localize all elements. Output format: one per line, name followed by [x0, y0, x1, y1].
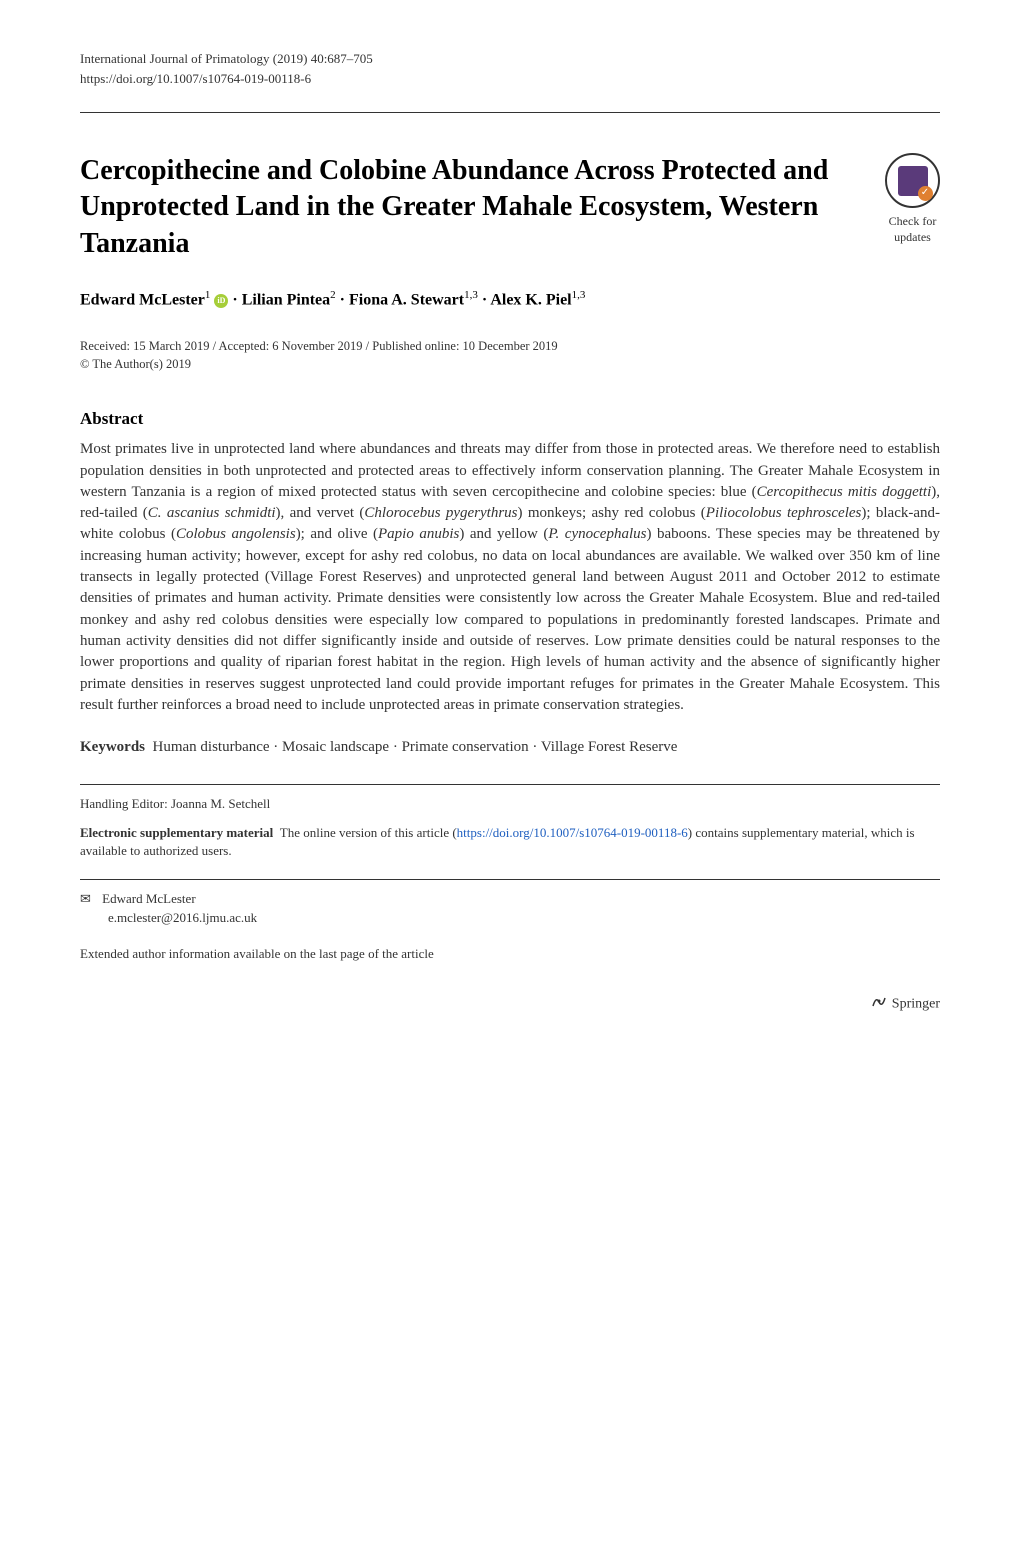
author-4: Alex K. Piel [490, 292, 571, 309]
check-updates-label-2: updates [894, 229, 931, 245]
corresponding-name: Edward McLester [102, 891, 196, 906]
check-updates-icon [885, 153, 940, 208]
supplementary-material: Electronic supplementary material The on… [80, 824, 940, 860]
keywords: Keywords Human disturbance · Mosaic land… [80, 736, 940, 759]
journal-info: International Journal of Primatology (20… [80, 50, 940, 68]
publisher-name: Springer [892, 997, 940, 1012]
supp-text-before: The online version of this article ( [280, 825, 457, 840]
box-divider-top [80, 784, 940, 785]
publication-dates: Received: 15 March 2019 / Accepted: 6 No… [80, 338, 940, 355]
author-2: Lilian Pintea [242, 292, 330, 309]
doi-link[interactable]: https://doi.org/10.1007/s10764-019-00118… [80, 70, 940, 88]
abstract-text: Most primates live in unprotected land w… [80, 439, 940, 716]
supp-label: Electronic supplementary material [80, 825, 273, 840]
springer-logo [870, 992, 888, 1017]
supp-link[interactable]: https://doi.org/10.1007/s10764-019-00118… [457, 825, 688, 840]
article-title: Cercopithecine and Colobine Abundance Ac… [80, 153, 885, 262]
author-1: Edward McLester [80, 292, 205, 309]
envelope-icon: ✉ [80, 890, 91, 908]
keywords-label: Keywords [80, 739, 145, 755]
header-divider [80, 112, 940, 113]
corresponding-email[interactable]: e.mclester@2016.ljmu.ac.uk [108, 909, 940, 927]
handling-editor: Handling Editor: Joanna M. Setchell [80, 795, 940, 813]
check-for-updates-button[interactable]: Check for updates [885, 153, 940, 245]
authors-list: Edward McLester1 · Lilian Pintea2 · Fion… [80, 287, 940, 312]
author-3: Fiona A. Stewart [349, 292, 464, 309]
corresponding-author: ✉ Edward McLester [80, 890, 940, 908]
copyright: © The Author(s) 2019 [80, 356, 940, 373]
orcid-icon[interactable] [214, 294, 228, 308]
box-divider-bottom [80, 879, 940, 880]
keywords-text: Human disturbance · Mosaic landscape · P… [153, 739, 678, 755]
check-updates-label-1: Check for [889, 213, 937, 229]
extended-author-info: Extended author information available on… [80, 945, 940, 963]
footer: Springer [80, 992, 940, 1017]
abstract-heading: Abstract [80, 408, 940, 431]
title-row: Cercopithecine and Colobine Abundance Ac… [80, 153, 940, 262]
